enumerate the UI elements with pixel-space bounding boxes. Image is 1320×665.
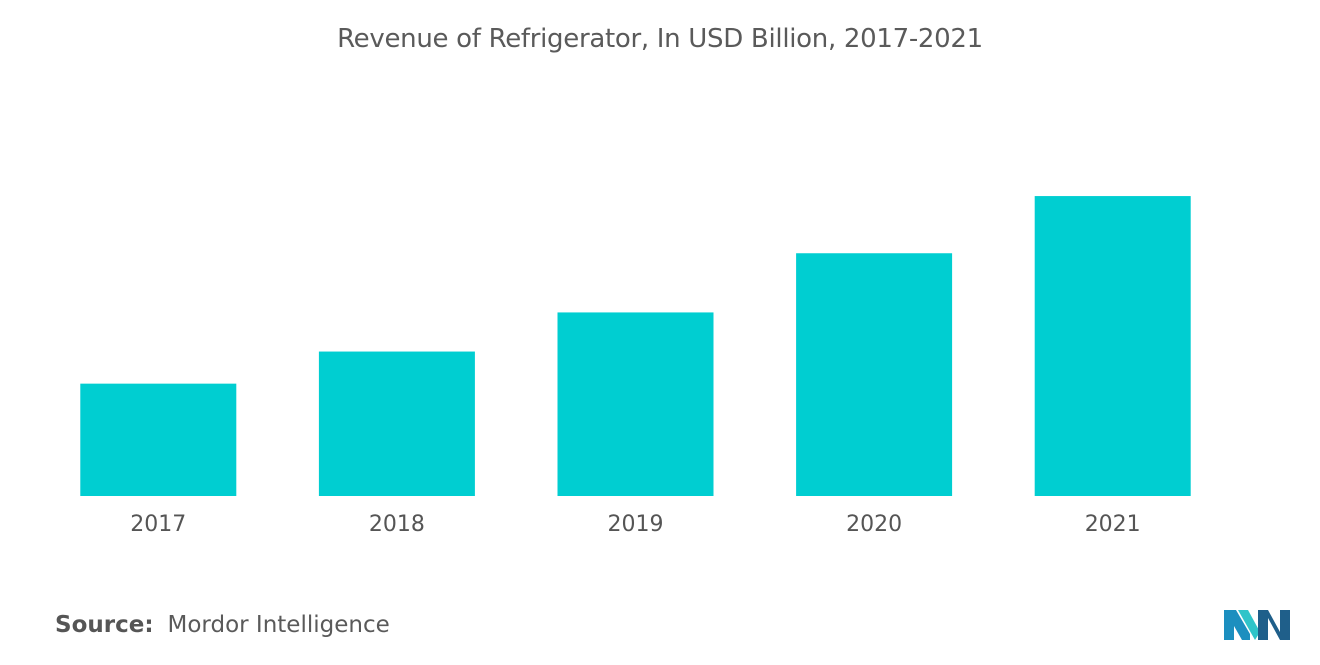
chart-title: Revenue of Refrigerator, In USD Billion,… (337, 24, 983, 54)
source-label: Source: (55, 612, 154, 638)
x-tick-label-2019: 2019 (608, 512, 664, 537)
x-tick-label-2018: 2018 (369, 512, 425, 537)
x-tick-label-2021: 2021 (1085, 512, 1141, 537)
x-tick-label-2017: 2017 (130, 512, 186, 537)
source-note: Source: Mordor Intelligence (55, 612, 390, 638)
mordor-intelligence-logo-icon (1224, 610, 1290, 640)
bar-2017 (80, 383, 237, 496)
bar-2021 (1034, 196, 1191, 497)
bar-2018 (318, 351, 475, 496)
x-tick-label-2020: 2020 (846, 512, 902, 537)
bar-2019 (557, 312, 714, 496)
source-text: Mordor Intelligence (167, 612, 390, 638)
bar-2020 (796, 253, 953, 496)
